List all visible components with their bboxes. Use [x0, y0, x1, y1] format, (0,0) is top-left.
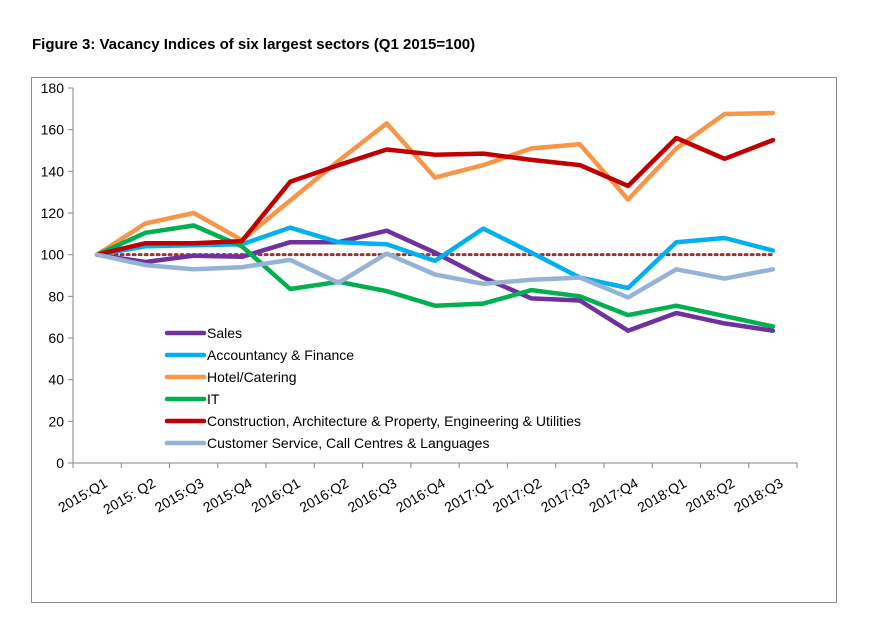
- y-tick-label: 160: [41, 122, 65, 138]
- series-line-1: [94, 228, 776, 333]
- x-tick-label: 2015:Q4: [200, 475, 255, 516]
- legend-label-2: Accountancy & Finance: [207, 347, 354, 363]
- x-tick-label: 2016:Q3: [345, 475, 400, 516]
- y-tick-label: 180: [41, 80, 65, 96]
- series-line-6: [94, 251, 776, 300]
- x-tick-label: 2018:Q2: [683, 475, 738, 516]
- x-tick-label: 2015: Q2: [100, 475, 158, 518]
- x-tick-label: 2017:Q2: [490, 475, 545, 516]
- y-tick-label: 140: [41, 163, 65, 179]
- y-tick-label: 40: [48, 372, 64, 388]
- y-tick-label: 0: [56, 455, 64, 471]
- y-tick-label: 20: [48, 413, 64, 429]
- x-tick-label: 2015:Q3: [152, 475, 207, 516]
- x-tick-label: 2018:Q3: [731, 475, 786, 516]
- legend-label-5: Construction, Architecture & Property, E…: [207, 413, 581, 429]
- series-line-4: [94, 223, 776, 329]
- legend-label-6: Customer Service, Call Centres & Languag…: [207, 435, 489, 451]
- y-tick-label: 100: [41, 247, 65, 263]
- series-line-2: [94, 225, 776, 291]
- y-tick-label: 80: [48, 288, 64, 304]
- series-line-3: [94, 110, 776, 257]
- legend-label-3: Hotel/Catering: [207, 369, 297, 385]
- figure-title: Figure 3: Vacancy Indices of six largest…: [32, 36, 476, 53]
- series-group: [94, 110, 776, 333]
- legend-label-4: IT: [207, 391, 220, 407]
- legend-label-1: Sales: [207, 325, 242, 341]
- x-tick-label: 2016:Q2: [297, 475, 352, 516]
- legend: Sales Accountancy & Finance Hotel/Catering…: [164, 325, 581, 451]
- x-tick-label: 2018:Q1: [635, 475, 690, 516]
- y-tick-label: 120: [41, 205, 65, 221]
- series-line-5: [94, 135, 776, 257]
- x-tick-label: 2017:Q3: [538, 475, 593, 516]
- chart-frame: [31, 77, 837, 603]
- x-tick-label: 2017:Q4: [586, 475, 641, 516]
- x-tick-label: 2015:Q1: [55, 475, 110, 516]
- x-tick-label: 2017:Q1: [441, 475, 496, 516]
- x-tick-label: 2016:Q4: [393, 475, 448, 516]
- y-tick-label: 60: [48, 330, 64, 346]
- x-tick-label: 2016:Q1: [248, 475, 303, 516]
